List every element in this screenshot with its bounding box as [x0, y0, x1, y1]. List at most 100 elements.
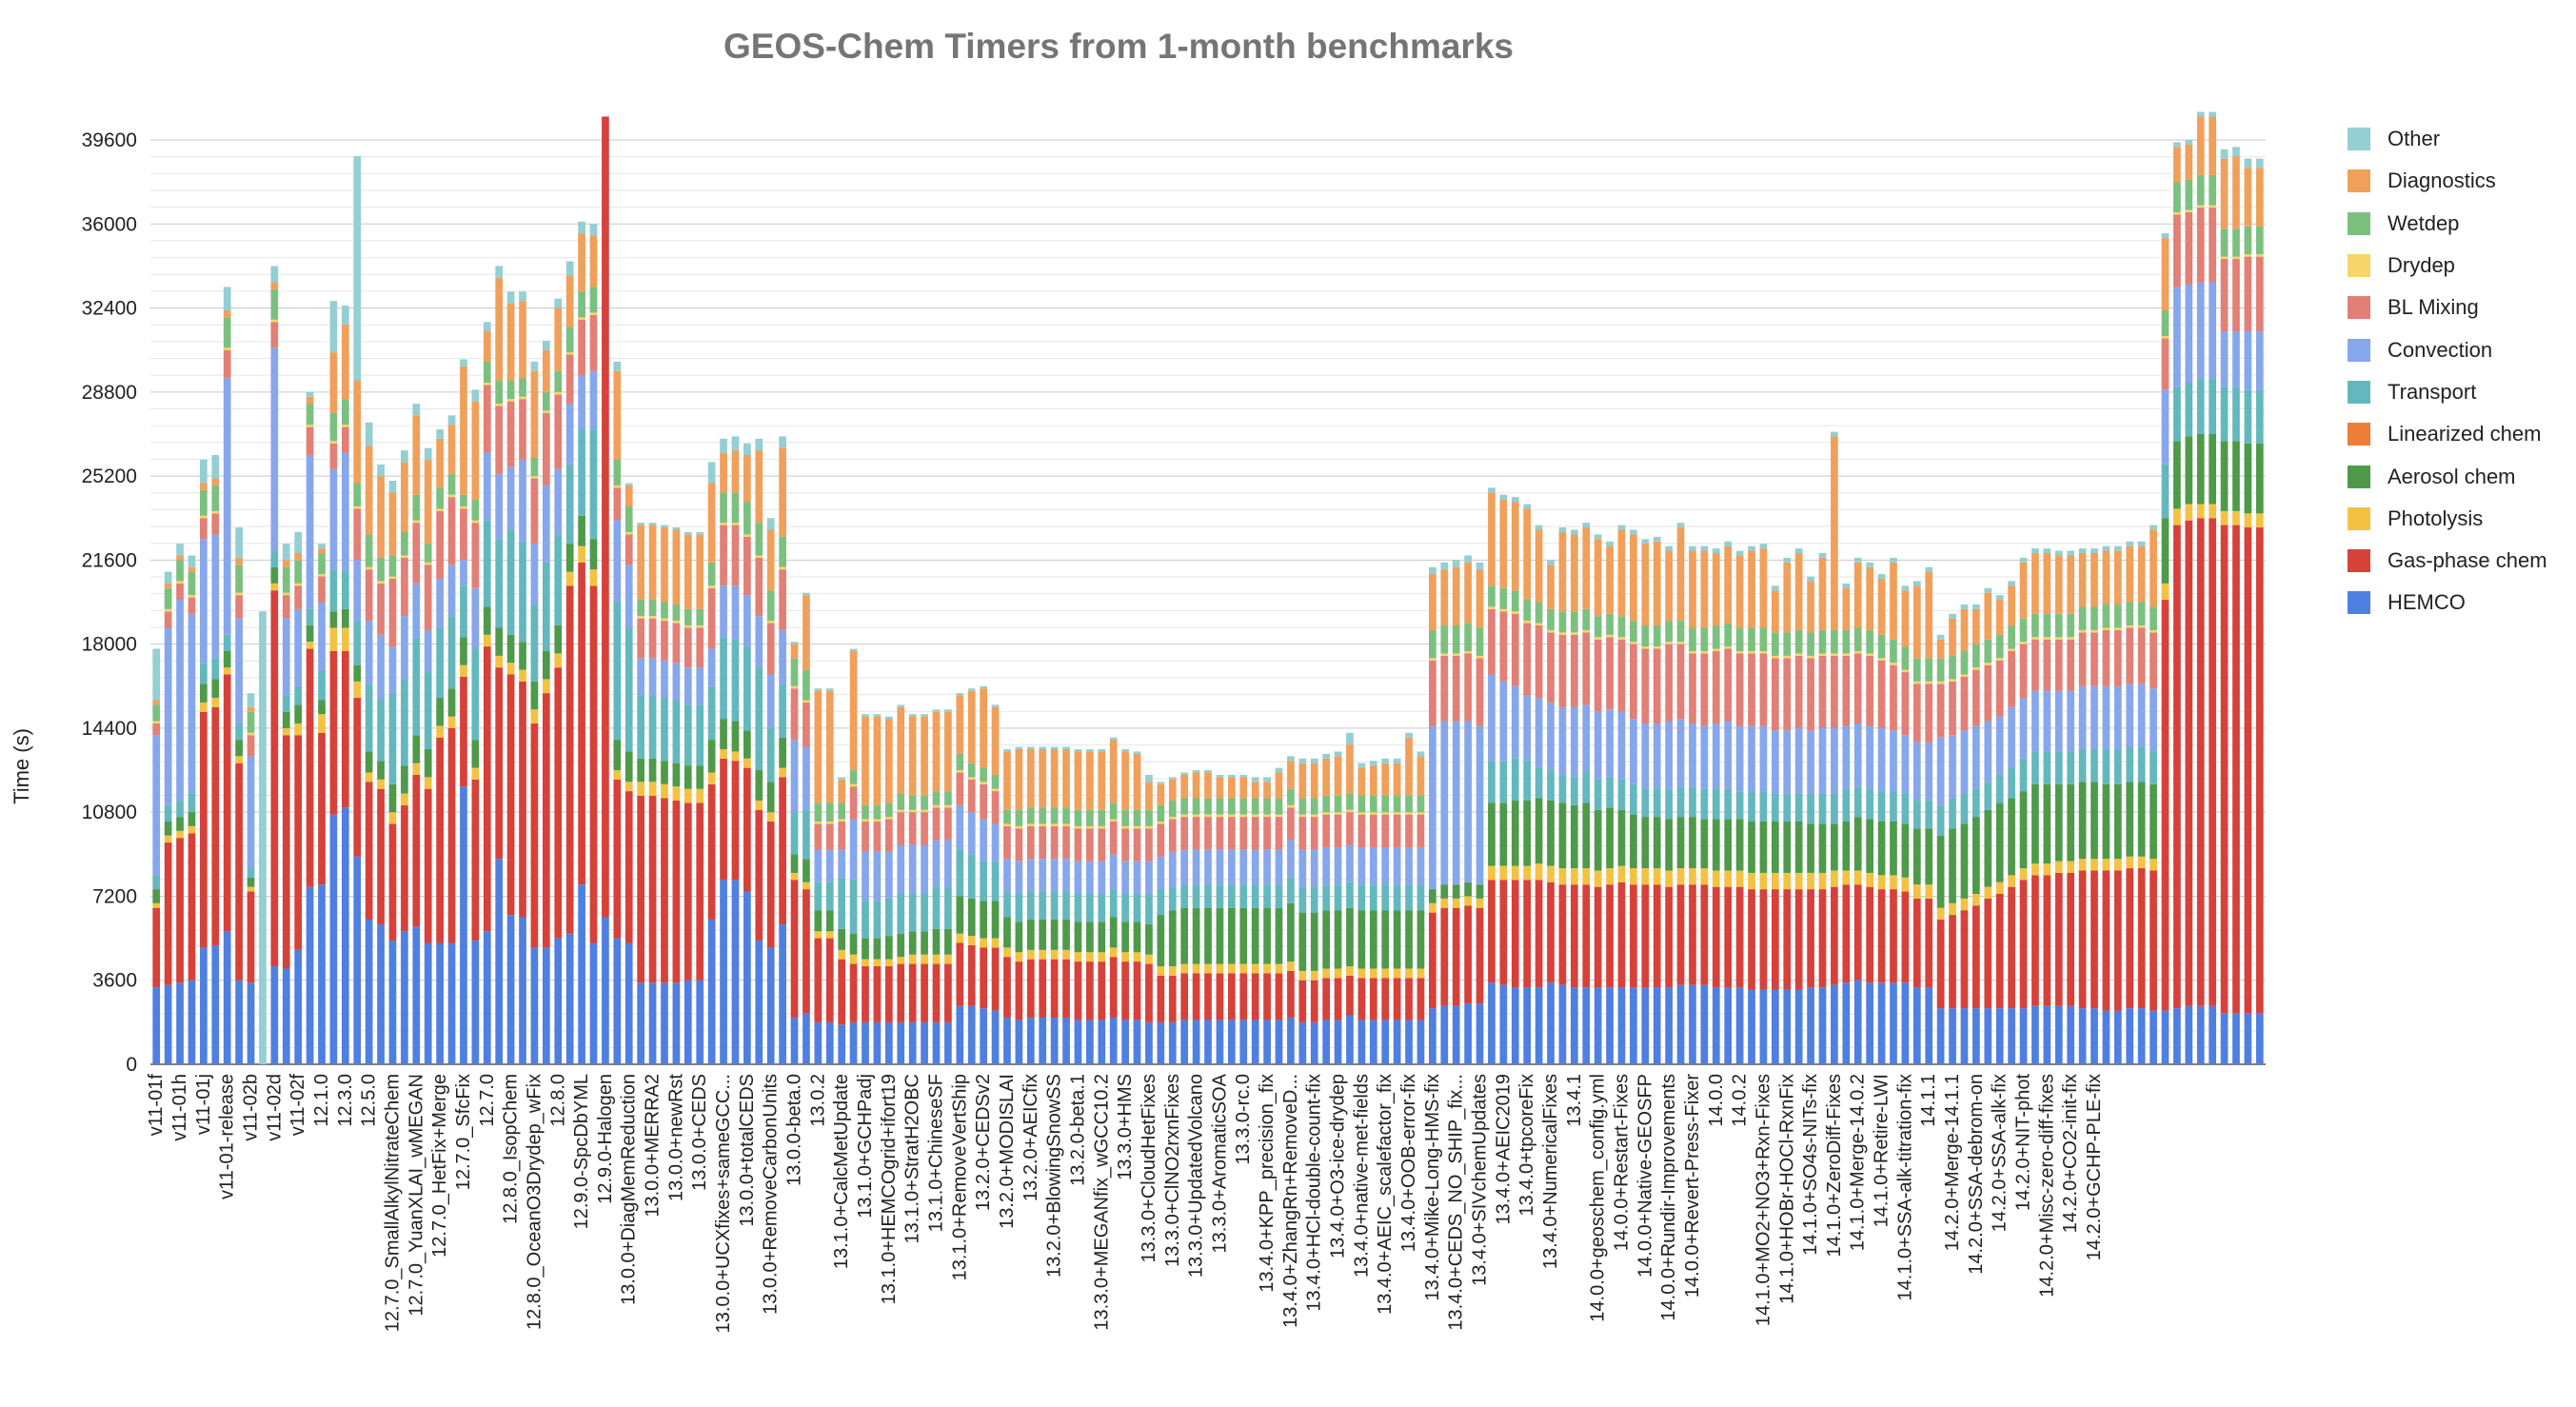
bar-segment [1357, 968, 1366, 979]
bar-segment [2232, 147, 2240, 157]
bar-segment [849, 783, 858, 787]
bar-segment [1877, 982, 1886, 1064]
bar-segment [306, 455, 314, 609]
bar-segment [849, 963, 858, 1022]
bar-segment [1665, 545, 1673, 551]
x-tick-label: 14.0.0+geoschem_config.yml [1588, 1074, 1609, 1322]
bar-segment [1310, 1021, 1318, 1064]
bar-segment [2255, 443, 2264, 514]
bar-segment [1440, 569, 1449, 626]
bar-segment [2220, 149, 2229, 159]
bar-segment [1440, 1005, 1449, 1064]
bar-segment [506, 303, 515, 381]
bar-segment [1168, 975, 1177, 1022]
bar-segment [720, 637, 727, 720]
bar-segment [2008, 886, 2015, 1009]
bar-segment [2209, 116, 2216, 175]
bar-segment [932, 840, 941, 887]
bar-segment [1807, 987, 1814, 1064]
bar-segment [814, 803, 822, 822]
bar-segment [1192, 849, 1200, 885]
bar-segment [152, 907, 161, 988]
bar-segment [932, 709, 941, 712]
bar-segment [1393, 763, 1401, 797]
bar-segment [790, 854, 799, 873]
bar-segment [2031, 613, 2039, 638]
bar-segment [270, 550, 279, 567]
bar-segment [707, 562, 716, 586]
x-tick-label: 14.0.0 [1706, 1074, 1727, 1127]
bar-segment [1960, 650, 1969, 675]
x-tick-label: 13.0.0+DiagMemReduction [619, 1074, 640, 1305]
bar-segment [2091, 1008, 2098, 1064]
bar-segment [779, 569, 786, 630]
bar-segment [543, 412, 550, 486]
bar-segment [1995, 882, 2004, 894]
bar-segment [790, 642, 799, 644]
legend-item: Wetdep [2348, 203, 2547, 245]
bar-segment [1145, 963, 1153, 1022]
bar-segment [1310, 980, 1318, 1022]
bar-segment [176, 544, 184, 556]
bar-segment [353, 560, 362, 622]
bar-segment [1949, 902, 1956, 916]
bar-segment [944, 711, 952, 792]
bar-segment [2019, 791, 2028, 869]
bar-segment [318, 669, 326, 701]
bar-segment [294, 608, 303, 686]
bar-segment [766, 821, 775, 948]
bar-segment [825, 803, 834, 822]
bar-segment [1653, 868, 1661, 885]
bar-segment [1676, 719, 1685, 787]
bar-segment [1417, 884, 1425, 911]
bar-segment [862, 804, 869, 820]
x-tick-label: 12.7.0_SfcFix [453, 1074, 474, 1190]
bar-segment [661, 527, 668, 603]
bar-segment [1807, 730, 1814, 794]
bar-segment [1062, 959, 1070, 1018]
bar-segment [530, 947, 539, 1064]
bar-segment [1676, 868, 1685, 885]
bar-segment [1689, 868, 1696, 885]
bar-segment [2031, 639, 2039, 691]
bar-segment [1606, 634, 1614, 638]
bar-segment [223, 310, 231, 318]
legend-swatch [2348, 128, 2370, 151]
bar-segment [932, 954, 941, 964]
bar-segment [1866, 653, 1873, 656]
bar-segment [495, 404, 504, 406]
bar-segment [2043, 690, 2051, 752]
bar-segment [1783, 655, 1792, 659]
bar-segment [1759, 650, 1768, 654]
bar-segment [2126, 545, 2134, 603]
bar-segment [1570, 634, 1578, 707]
bar-segment [1322, 814, 1330, 847]
bar-segment [1772, 872, 1779, 890]
bar-segment [1972, 788, 1980, 818]
bar-segment [1239, 907, 1248, 964]
bar-segment [731, 450, 740, 493]
bar-segment [460, 664, 467, 677]
bar-segment [1523, 987, 1532, 1064]
x-tick-label: 12.9.0-SpcDbYML [571, 1074, 592, 1229]
bar-segment [637, 523, 645, 525]
bar-segment [1901, 982, 1910, 1064]
bar-segment [672, 800, 681, 983]
bar-segment [329, 412, 338, 442]
bar-segment [2043, 553, 2051, 614]
bar-segment [743, 730, 751, 759]
bar-segment [1133, 751, 1141, 754]
bar-segment [884, 966, 893, 1022]
bar-segment [980, 685, 987, 689]
bar-segment [483, 452, 491, 521]
bar-segment [1890, 557, 1897, 563]
bar-segment [1098, 952, 1106, 962]
bar-segment [1393, 812, 1401, 815]
bar-segment [471, 648, 480, 741]
bar-segment [2220, 441, 2229, 511]
bar-segment [1877, 660, 1886, 728]
x-axis: v11-01f v11-01h v11-01j v11-01-release v11-0… [146, 1073, 2105, 1333]
bar-segment [1180, 907, 1189, 964]
bar-segment [176, 800, 184, 818]
bar-segment [944, 804, 952, 808]
